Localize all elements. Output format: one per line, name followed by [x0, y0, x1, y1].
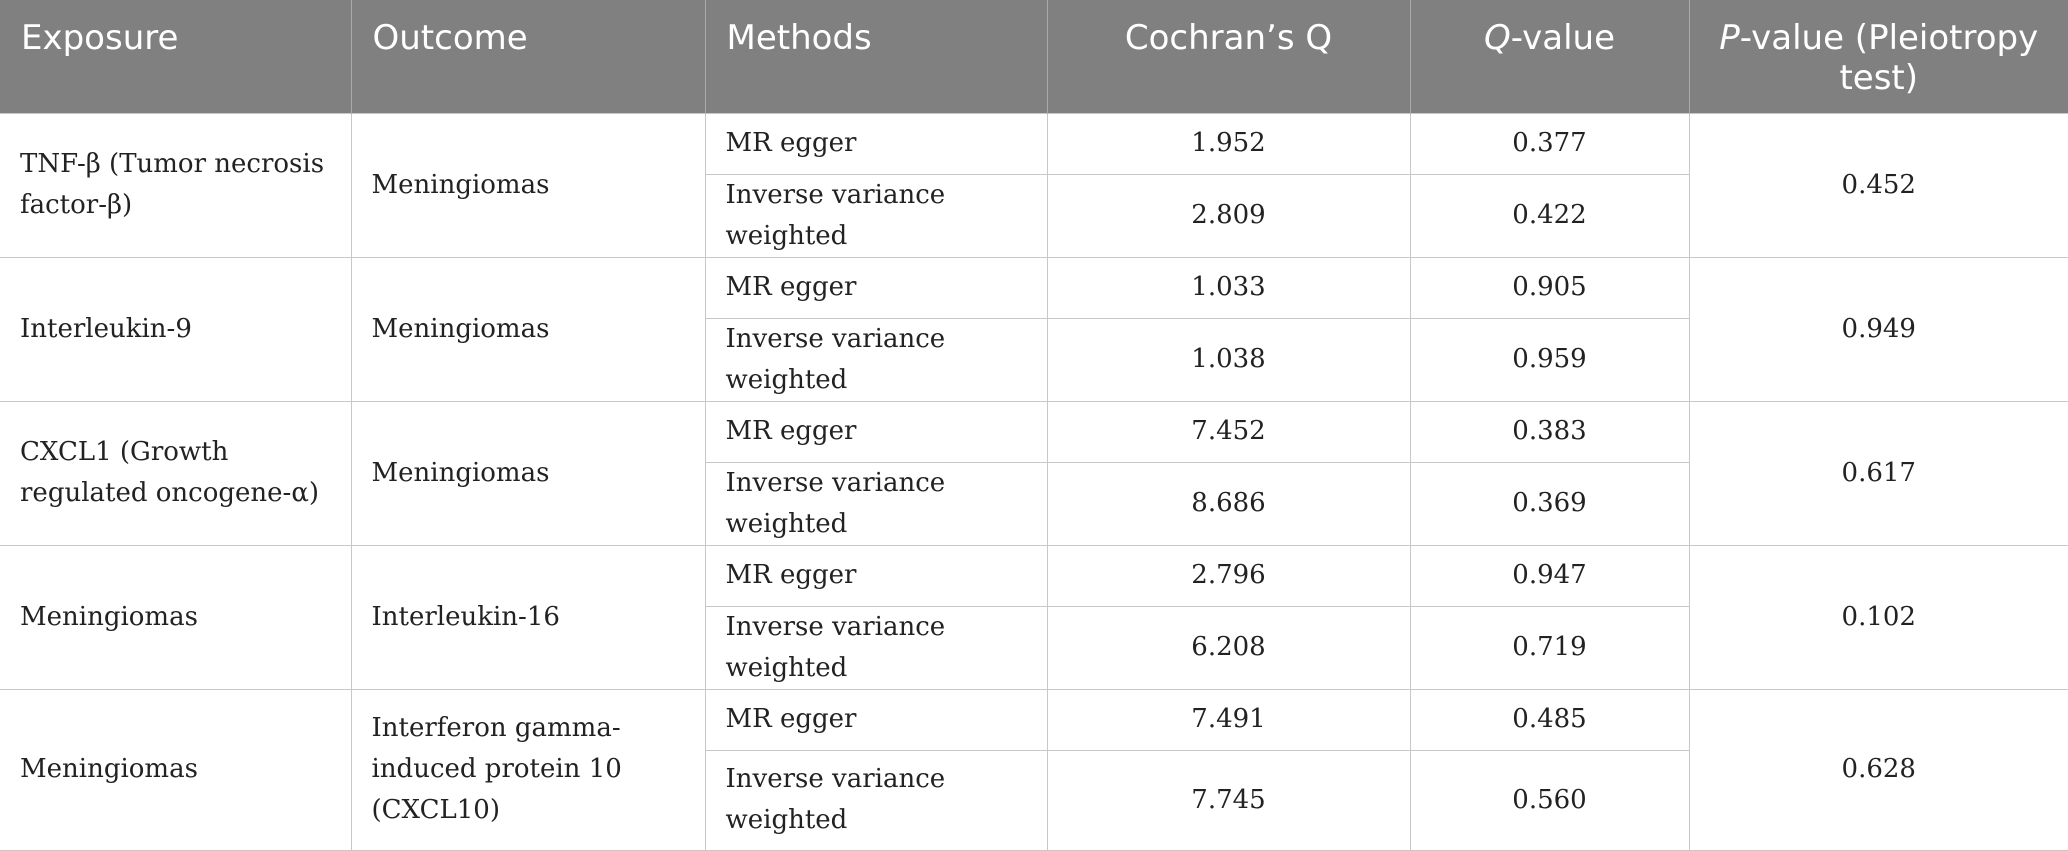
header-q-italic: Q [1484, 18, 1511, 58]
q-value-cell: 0.383 [1409, 400, 1690, 463]
method-cell: MR egger [704, 112, 1048, 175]
q-value-cell: 0.369 [1409, 461, 1689, 546]
method-cell: Inverse variance weighted [705, 173, 1048, 258]
header-row: Exposure Outcome Methods Cochran’s Q Q-v… [0, 0, 2068, 113]
method-cell: Inverse variance weighted [705, 749, 1048, 851]
cochran-q-cell: 1.033 [1046, 256, 1411, 319]
exposure-cell: Interleukin-9 [0, 256, 352, 402]
table-row: Inverse variance weighted 1.038 0.959 [0, 317, 2068, 402]
outcome-cell: Interleukin-16 [350, 544, 706, 690]
q-value-cell: 0.905 [1409, 256, 1690, 319]
cochran-q-cell: 2.809 [1046, 173, 1411, 258]
cochran-q-cell: 8.686 [1046, 461, 1411, 546]
outcome-cell: Meningiomas [350, 112, 706, 258]
table-row: TNF-β (Tumor necrosis factor-β) Meningio… [0, 112, 2068, 258]
cochran-q-cell: 2.796 [1046, 544, 1411, 607]
cochran-q-cell: 6.208 [1046, 605, 1411, 690]
table-row: CXCL1 (Growth regulated oncogene-α) Meni… [0, 400, 2068, 546]
q-value-cell: 0.947 [1409, 544, 1690, 607]
header-exposure: Exposure [0, 0, 351, 113]
table-row: Interleukin-9 Meningiomas MR egger 1.033… [0, 256, 2068, 402]
cochran-q-cell: 1.952 [1046, 112, 1411, 175]
outcome-cell: Meningiomas [350, 400, 706, 546]
outcome-cell: Interferon gamma-induced protein 10 (CXC… [350, 688, 706, 851]
p-value-cell: 0.617 [1688, 400, 2068, 546]
cochran-q-cell: 7.491 [1046, 688, 1411, 751]
method-cell: MR egger [704, 400, 1048, 463]
q-value-cell: 0.719 [1409, 605, 1689, 690]
q-value-cell: 0.560 [1409, 749, 1689, 851]
exposure-cell: CXCL1 (Growth regulated oncogene-α) [0, 400, 352, 546]
q-value-cell: 0.422 [1409, 173, 1689, 258]
table-row: Meningiomas Interferon gamma-induced pro… [0, 688, 2068, 851]
q-value-cell: 0.959 [1409, 317, 1689, 402]
exposure-cell: Meningiomas [0, 688, 352, 851]
method-cell: Inverse variance weighted [705, 317, 1048, 402]
p-value-cell: 0.452 [1688, 112, 2068, 258]
table-row: Inverse variance weighted 6.208 0.719 [0, 605, 2068, 690]
outcome-cell: Meningiomas [350, 256, 706, 402]
header-cochran-q: Cochran’s Q [1046, 0, 1410, 113]
table-row: Inverse variance weighted 8.686 0.369 [0, 461, 2068, 546]
table-row: Inverse variance weighted 2.809 0.422 [0, 173, 2068, 258]
header-q-value: Q-value [1409, 0, 1689, 113]
cochran-q-cell: 1.038 [1046, 317, 1411, 402]
exposure-cell: Meningiomas [0, 544, 352, 690]
table-row: Meningiomas Interleukin-16 MR egger 2.79… [0, 544, 2068, 690]
method-cell: MR egger [704, 544, 1048, 607]
method-cell: Inverse variance weighted [705, 605, 1048, 690]
method-cell: MR egger [704, 256, 1048, 319]
method-cell: Inverse variance weighted [705, 461, 1048, 546]
cochran-q-cell: 7.745 [1046, 749, 1411, 851]
header-p-italic: P [1719, 18, 1740, 58]
p-value-cell: 0.102 [1688, 544, 2068, 690]
method-cell: MR egger [704, 688, 1048, 751]
p-value-cell: 0.628 [1688, 688, 2068, 851]
q-value-cell: 0.485 [1409, 688, 1690, 751]
cochran-q-cell: 7.452 [1046, 400, 1411, 463]
header-p-value: P-value (Pleiotropy test) [1688, 0, 2068, 113]
header-p-rest: -value (Pleiotropy test) [1739, 18, 2039, 98]
header-methods: Methods [704, 0, 1047, 113]
header-outcome: Outcome [350, 0, 705, 113]
q-value-cell: 0.377 [1409, 112, 1690, 175]
p-value-cell: 0.949 [1688, 256, 2068, 402]
exposure-cell: TNF-β (Tumor necrosis factor-β) [0, 112, 352, 258]
header-q-rest: -value [1510, 18, 1615, 58]
